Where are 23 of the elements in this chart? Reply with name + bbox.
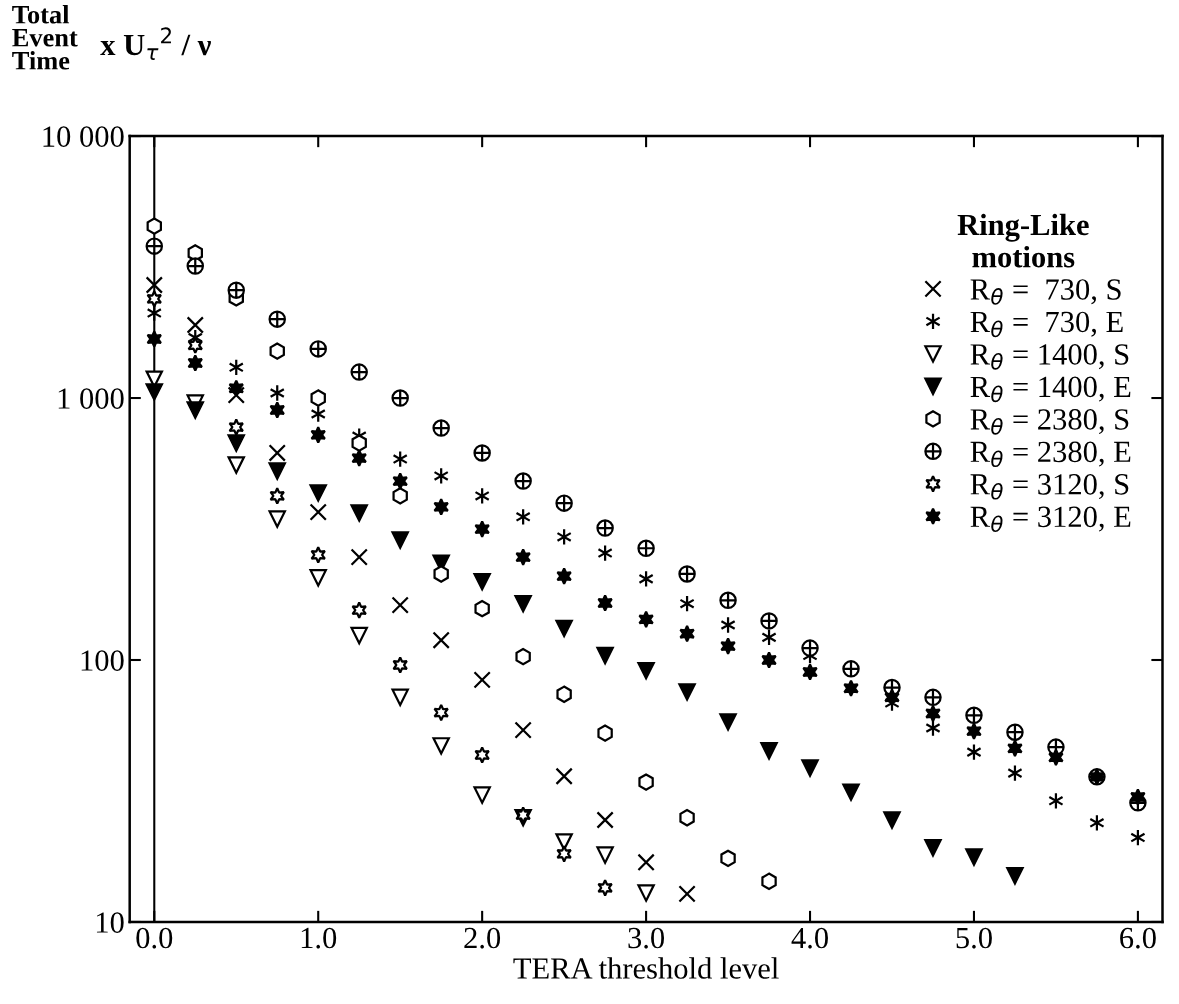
x-tick-label: 1.0 [301, 927, 337, 949]
legend-title: Ring-Like motions [957, 213, 1089, 268]
y-axis-title: Total Event Time [12, 5, 78, 70]
legend-label: R$_{θ}$ = 3120, S [970, 474, 1129, 500]
x-tick-label: 0.0 [136, 927, 173, 949]
x-tick-label: 4.0 [791, 927, 828, 949]
legend-label: R$_{θ}$ = 3120, E [970, 506, 1131, 533]
legend-label: R$_{θ}$ = 2380, S [970, 409, 1129, 435]
x-tick-label: 3.0 [628, 927, 665, 949]
y-tick-label: 10 [96, 912, 124, 933]
x-tick-label: 2.0 [464, 927, 501, 949]
y-tick-label: 1 000 [58, 388, 124, 409]
text: x U$_{τ}$$^{2}$ / ν [100, 27, 211, 60]
legend-label: R$_{θ}$ = 1400, S [970, 344, 1129, 370]
x-tick-label: 6.0 [1120, 927, 1156, 949]
legend-label: R$_{θ}$ = 730, S [970, 279, 1121, 305]
legend-label: R$_{θ}$ = 730, E [970, 311, 1123, 338]
y-tick-label: 100 [81, 650, 124, 671]
legend-label: R$_{θ}$ = 1400, E [970, 376, 1131, 403]
x-tick-label: 5.0 [956, 927, 992, 949]
legend-label: R$_{θ}$ = 2380, E [970, 441, 1131, 468]
y-tick-label: 10 000 [43, 126, 124, 147]
x-axis-title: TERA threshold level [513, 957, 779, 979]
